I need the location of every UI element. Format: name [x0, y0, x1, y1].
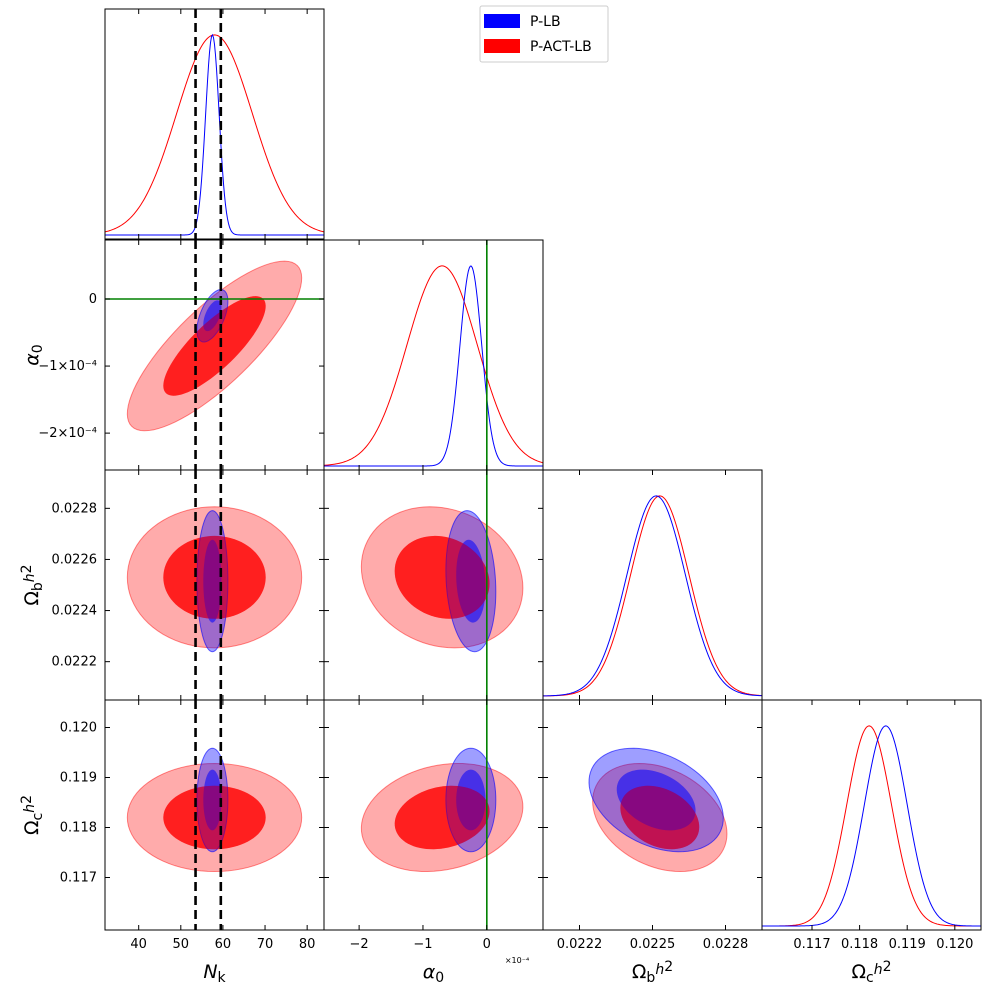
panel-Obh2-alpha0 — [360, 470, 524, 700]
contour-1sigma-p-lb — [456, 769, 486, 831]
x-tick-label-Obh2: 0.0225 — [630, 937, 676, 952]
contour-1sigma-p-lb — [616, 769, 696, 831]
y-tick-label-Och2: 0.120 — [60, 721, 97, 736]
x-tick-label-Nk: 80 — [299, 937, 316, 952]
contour-1sigma-overlay — [163, 535, 266, 619]
panel-Obh2-Obh2 — [543, 495, 762, 697]
density-Obh2-p-lb — [543, 495, 762, 697]
panel-frame-Obh2-Obh2 — [542, 469, 763, 701]
x-tick-label-Och2: 0.120 — [936, 937, 973, 952]
y-tick-label-alpha0: −1×10⁻⁴ — [38, 359, 97, 374]
contour-1sigma-p-lb — [456, 539, 486, 623]
density-Nk-p-lb — [105, 33, 324, 236]
y-tick-label-alpha0: 0 — [89, 292, 97, 307]
contour-1sigma-overlay — [620, 785, 700, 850]
y-tick-label-Och2: 0.117 — [60, 871, 97, 886]
density-alpha0-p-act-lb — [324, 265, 543, 466]
panel-Och2-alpha0 — [360, 700, 524, 930]
density-alpha0-p-lb — [324, 265, 543, 467]
x-tick-label-Och2: 0.119 — [889, 937, 926, 952]
density-Obh2-p-act-lb — [543, 495, 762, 697]
x-tick-label-Och2: 0.118 — [841, 937, 878, 952]
x-tick-label-alpha0: −2 — [350, 937, 369, 952]
x-tick-label-Nk: 70 — [257, 937, 274, 952]
panels-layer: 40 50 60 70 80 −2 −1 0 0.0222 0.0225 0.0228 0.117 0.… — [19, 8, 982, 986]
y-tick-label-Obh2: 0.0224 — [52, 604, 98, 619]
y-tick-label-alpha0: −2×10⁻⁴ — [38, 426, 97, 441]
axis-label-alpha0: α0 — [21, 344, 46, 365]
panel-frame-Nk-Nk — [104, 8, 325, 240]
contour-1sigma-p-lb — [203, 539, 222, 623]
panel-Och2-Obh2 — [588, 747, 728, 873]
contour-1sigma-overlay — [394, 785, 490, 850]
x-tick-label-Nk: 40 — [130, 937, 147, 952]
legend-swatch-plb — [484, 14, 520, 28]
axis-label-Obh2: Ωbh2 — [19, 564, 46, 605]
density-Nk-p-act-lb — [105, 34, 324, 233]
panel-alpha0-Nk — [105, 240, 324, 470]
legend-label-pactlb: P-ACT-LB — [530, 39, 592, 55]
contour-1sigma-overlay — [163, 785, 266, 850]
y-tick-label-Obh2: 0.0228 — [52, 501, 98, 516]
x-tick-label-alpha0: 0 — [483, 937, 491, 952]
axis-label-Och2: Ωch2 — [851, 959, 891, 986]
legend: P-LB P-ACT-LB — [479, 5, 609, 63]
contour-1sigma-overlay — [394, 535, 490, 619]
contour-1sigma-p-lb — [203, 300, 222, 332]
legend-label-plb: P-LB — [530, 14, 561, 30]
panel-Och2-Nk — [126, 700, 303, 930]
contour-1sigma-p-lb — [203, 769, 222, 831]
y-tick-label-Obh2: 0.0222 — [52, 655, 98, 670]
y-tick-label-Och2: 0.118 — [60, 821, 97, 836]
panel-Nk-Nk — [105, 9, 324, 239]
panel-alpha0-alpha0 — [324, 240, 543, 470]
contour-1sigma-p-act-lb — [163, 296, 266, 396]
x-tick-label-Obh2: 0.0222 — [557, 937, 603, 952]
legend-swatch-pactlb — [484, 39, 520, 53]
density-Och2-p-act-lb — [762, 725, 981, 927]
x-tick-label-Nk: 60 — [215, 937, 232, 952]
panel-frame-Och2-Och2 — [761, 699, 982, 931]
panel-Obh2-Nk — [126, 470, 303, 700]
x-tick-label-alpha0: −1 — [413, 937, 432, 952]
contour-1sigma-overlay — [163, 296, 266, 396]
x-multiplier-alpha0: ×10⁻⁴ — [505, 956, 529, 965]
x-tick-label-Nk: 50 — [173, 937, 190, 952]
x-tick-label-Obh2: 0.0228 — [703, 937, 749, 952]
panel-Och2-Och2 — [762, 725, 981, 927]
axis-label-Nk: Nk — [203, 961, 226, 986]
y-tick-label-Obh2: 0.0226 — [52, 552, 98, 567]
axis-label-alpha0: α0 — [423, 961, 444, 986]
axis-label-Obh2: Ωbh2 — [632, 959, 673, 986]
x-tick-label-Och2: 0.117 — [793, 937, 830, 952]
y-tick-label-Och2: 0.119 — [60, 771, 97, 786]
density-Och2-p-lb — [762, 725, 981, 927]
axis-label-Och2: Ωch2 — [19, 795, 46, 835]
